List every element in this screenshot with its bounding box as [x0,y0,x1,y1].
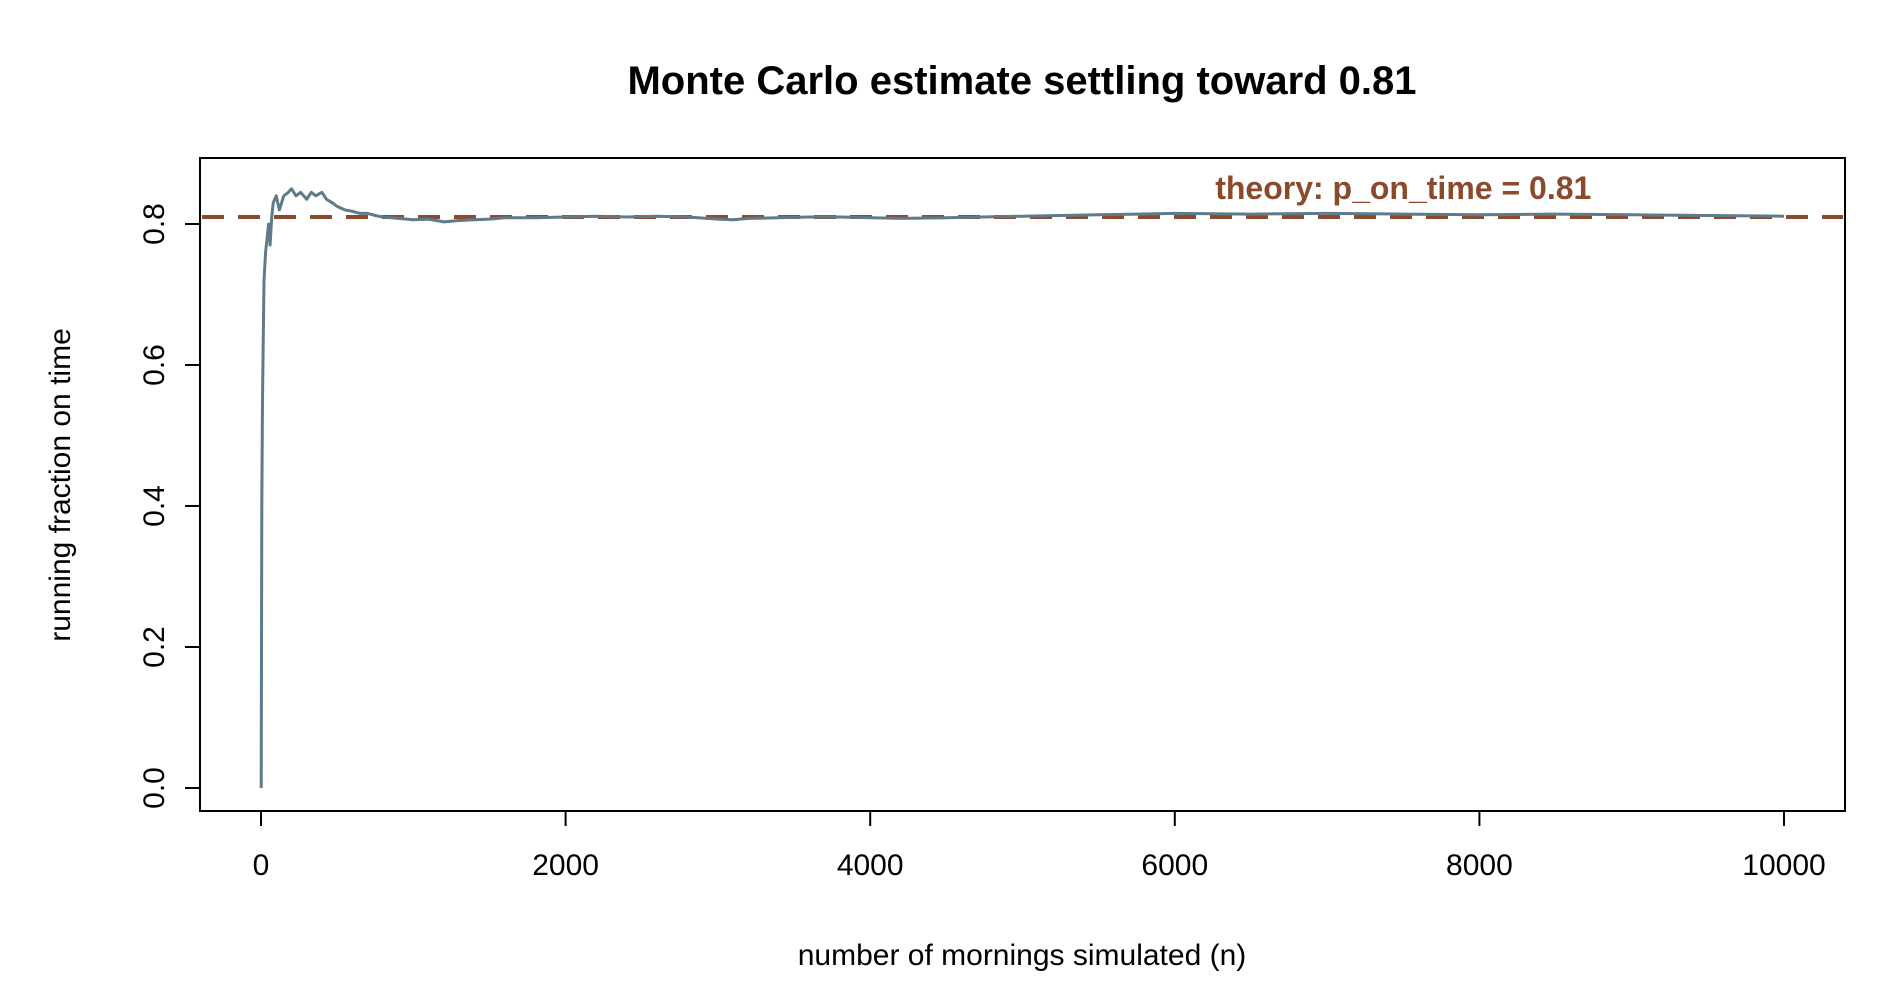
y-tick-label: 0.4 [138,485,171,527]
x-axis-label: number of mornings simulated (n) [798,939,1247,972]
x-tick-label: 6000 [1141,849,1208,882]
y-axis: 0.0 0.2 0.4 0.6 0.8 [138,203,201,809]
y-axis-label: running fraction on time [44,328,77,642]
x-tick-label: 2000 [532,849,599,882]
x-tick-label: 8000 [1446,849,1513,882]
running-fraction-series-line [259,187,1785,789]
x-tick-label: 0 [253,849,270,882]
chart-title: Monte Carlo estimate settling toward 0.8… [627,59,1416,103]
x-tick-label: 4000 [837,849,904,882]
y-tick-label: 0.8 [138,203,171,245]
y-tick-label: 0.0 [138,767,171,809]
x-tick-label: 10000 [1742,849,1825,882]
x-axis: 0 2000 4000 6000 8000 10000 [253,810,1826,882]
y-tick-label: 0.6 [138,344,171,386]
y-tick-label: 0.2 [138,626,171,668]
theory-annotation: theory: p_on_time = 0.81 [1215,170,1591,206]
